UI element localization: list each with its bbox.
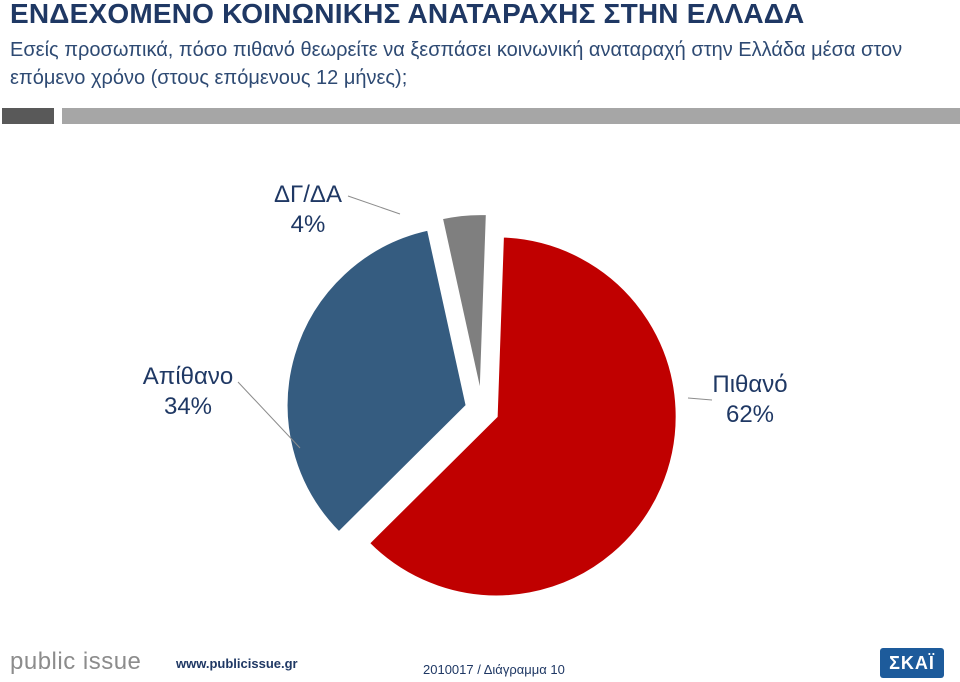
slice-label-1: Απίθανο xyxy=(143,363,233,390)
pie-slice-2 xyxy=(440,213,488,395)
header-rule-dark xyxy=(2,108,54,124)
survey-question: Εσείς προσωπικά, πόσο πιθανό θεωρείτε να… xyxy=(10,39,903,89)
slice-value-label-2: 4% xyxy=(291,211,326,238)
footer-url[interactable]: www.publicissue.gr xyxy=(176,656,298,671)
header-rule-light xyxy=(62,108,960,124)
pie-slice-0 xyxy=(367,235,678,598)
slice-label-0: Πιθανό xyxy=(712,371,787,398)
label-leader-line-1 xyxy=(237,381,301,449)
slice-label-2: ΔΓ/ΔΑ xyxy=(274,181,342,208)
label-leader-line-2 xyxy=(347,195,401,215)
page-title: ΕΝΔΕΧΟΜΕΝΟ ΚΟΙΝΩΝΙΚΗΣ ΑΝΑΤΑΡΑΧΗΣ ΣΤΗΝ ΕΛ… xyxy=(10,0,805,29)
footer-reference: 2010017 / Διάγραμμα 10 xyxy=(423,662,565,677)
slice-value-label-0: 62% xyxy=(726,401,774,428)
skai-logo: ΣΚΑΪ xyxy=(880,648,944,678)
public-issue-logo: public issue xyxy=(10,648,141,675)
pie-labels: Πιθανό 62% Απίθανο 34% ΔΓ/ΔΑ 4% xyxy=(143,181,788,449)
pie-slices xyxy=(285,213,678,598)
slice-value-label-1: 34% xyxy=(164,393,212,420)
pie-chart: Πιθανό 62% Απίθανο 34% ΔΓ/ΔΑ 4% xyxy=(143,181,788,598)
public-issue-logo-text: public issue xyxy=(10,648,141,675)
label-leader-line-0 xyxy=(687,397,713,401)
pie-slice-1 xyxy=(285,228,468,534)
